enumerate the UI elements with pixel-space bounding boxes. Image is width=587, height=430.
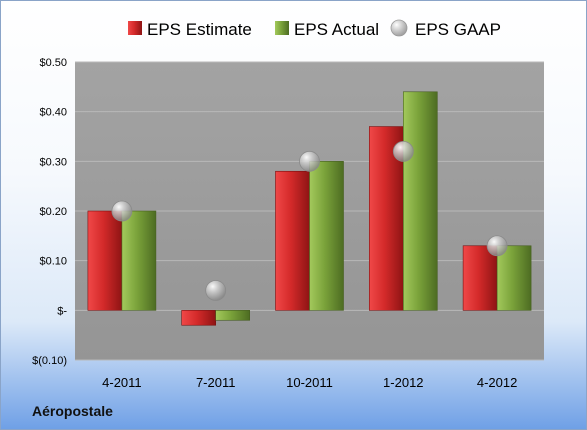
legend: EPS Estimate EPS Actual EPS GAAP [128, 19, 501, 39]
x-tick-label: 1-2012 [383, 375, 423, 390]
eps-estimate-bar [275, 170, 310, 311]
legend-item-eps-actual: EPS Actual [275, 20, 379, 39]
company-name: Aéropostale [32, 403, 113, 419]
y-tick-label: $(0.10) [32, 355, 67, 367]
legend-label-eps-actual: EPS Actual [294, 20, 379, 39]
y-axis-labels: $(0.10) $- $0.10 $0.20 $0.30 $0.40 $0.50 [32, 57, 67, 367]
legend-swatch-eps-actual [275, 21, 289, 35]
y-tick-label: $0.40 [39, 107, 67, 119]
legend-marker-eps-gaap [390, 19, 408, 37]
eps-gaap-point [205, 280, 227, 301]
gaap-points [111, 140, 508, 301]
legend-swatch-eps-estimate [128, 21, 142, 35]
bars [87, 91, 532, 326]
eps-estimate-bar [181, 310, 216, 326]
eps-estimate-bar [87, 210, 123, 311]
eps-actual-bar [215, 310, 250, 321]
eps-gaap-point [486, 235, 508, 257]
y-tick-label: $0.30 [39, 156, 67, 168]
eps-gaap-point [299, 150, 320, 172]
eps-actual-bar [402, 91, 438, 311]
legend-item-eps-gaap: EPS GAAP [390, 19, 501, 39]
x-tick-label: 4-2011 [102, 375, 142, 390]
x-tick-label: 10-2011 [286, 375, 333, 390]
eps-actual-bar [496, 245, 532, 311]
x-tick-label: 4-2012 [477, 375, 517, 390]
eps-actual-bar [309, 161, 344, 311]
legend-label-eps-estimate: EPS Estimate [147, 20, 252, 39]
y-tick-label: $- [57, 305, 67, 317]
eps-gaap-point [111, 200, 133, 222]
eps-estimate-bar [462, 245, 498, 311]
y-tick-label: $0.20 [39, 206, 67, 218]
y-tick-label: $0.10 [39, 256, 67, 268]
x-axis-labels: 4-2011 7-2011 10-2011 1-2012 4-2012 [102, 375, 517, 390]
eps-actual-bar [121, 210, 157, 311]
x-tick-label: 7-2011 [196, 375, 236, 390]
y-tick-label: $0.50 [39, 57, 67, 69]
legend-label-eps-gaap: EPS GAAP [415, 20, 501, 39]
legend-item-eps-estimate: EPS Estimate [128, 20, 252, 39]
eps-gaap-point [392, 140, 414, 162]
